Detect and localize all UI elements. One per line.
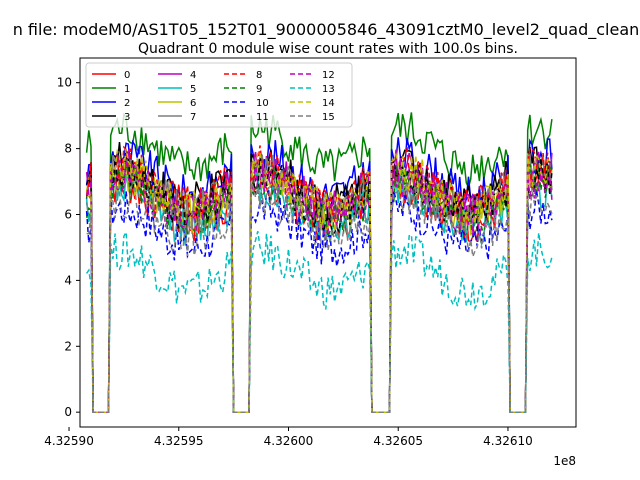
x-tick-label: 4.32610 bbox=[483, 434, 533, 448]
series-line-14 bbox=[86, 148, 553, 413]
y-tick-label: 0 bbox=[64, 405, 72, 419]
series-line-1 bbox=[85, 112, 553, 413]
x-offset-label: 1e8 bbox=[553, 454, 576, 468]
series-line-9 bbox=[85, 162, 553, 413]
chart-title: Quadrant 0 module wise count rates with … bbox=[138, 41, 518, 57]
plot-lines bbox=[85, 112, 553, 413]
x-tick-label: 4.32595 bbox=[154, 434, 204, 448]
y-tick-label: 10 bbox=[57, 76, 72, 90]
y-tick-label: 2 bbox=[64, 339, 72, 353]
y-tick-label: 4 bbox=[64, 273, 72, 287]
y-tick-label: 6 bbox=[64, 207, 72, 221]
legend-label: 11 bbox=[256, 112, 269, 123]
figure-suptitle: n file: modeM0/AS1T05_152T01_9000005846_… bbox=[13, 20, 640, 40]
legend-label: 4 bbox=[190, 70, 196, 81]
legend-label: 7 bbox=[190, 112, 196, 123]
x-tick-label: 4.32600 bbox=[264, 434, 314, 448]
series-line-15 bbox=[86, 180, 553, 413]
legend-label: 9 bbox=[256, 84, 262, 95]
legend-label: 15 bbox=[322, 112, 335, 123]
legend-label: 13 bbox=[322, 84, 335, 95]
x-tick-label: 4.32605 bbox=[373, 434, 423, 448]
legend-label: 12 bbox=[322, 70, 335, 81]
legend-label: 6 bbox=[190, 98, 196, 109]
legend-label: 10 bbox=[256, 98, 269, 109]
legend-label: 0 bbox=[124, 70, 130, 81]
legend-frame bbox=[85, 62, 353, 128]
plot-frame bbox=[79, 57, 577, 428]
y-axis: 0 2 4 6 8 10 bbox=[57, 76, 80, 419]
series-line-2 bbox=[85, 137, 553, 413]
legend-label: 14 bbox=[322, 98, 335, 109]
series-line-10 bbox=[85, 189, 553, 413]
legend-label: 8 bbox=[256, 70, 262, 81]
y-tick-label: 8 bbox=[64, 142, 72, 156]
series-line-13 bbox=[85, 229, 553, 413]
legend-label: 5 bbox=[190, 84, 196, 95]
x-axis: 4.32590 4.32595 4.32600 4.32605 4.32610 bbox=[44, 427, 533, 448]
legend-label: 1 bbox=[124, 84, 130, 95]
x-tick-label: 4.32590 bbox=[44, 434, 94, 448]
series-line-12 bbox=[85, 158, 553, 413]
legend-label: 2 bbox=[124, 98, 130, 109]
legend-label: 3 bbox=[124, 112, 130, 123]
